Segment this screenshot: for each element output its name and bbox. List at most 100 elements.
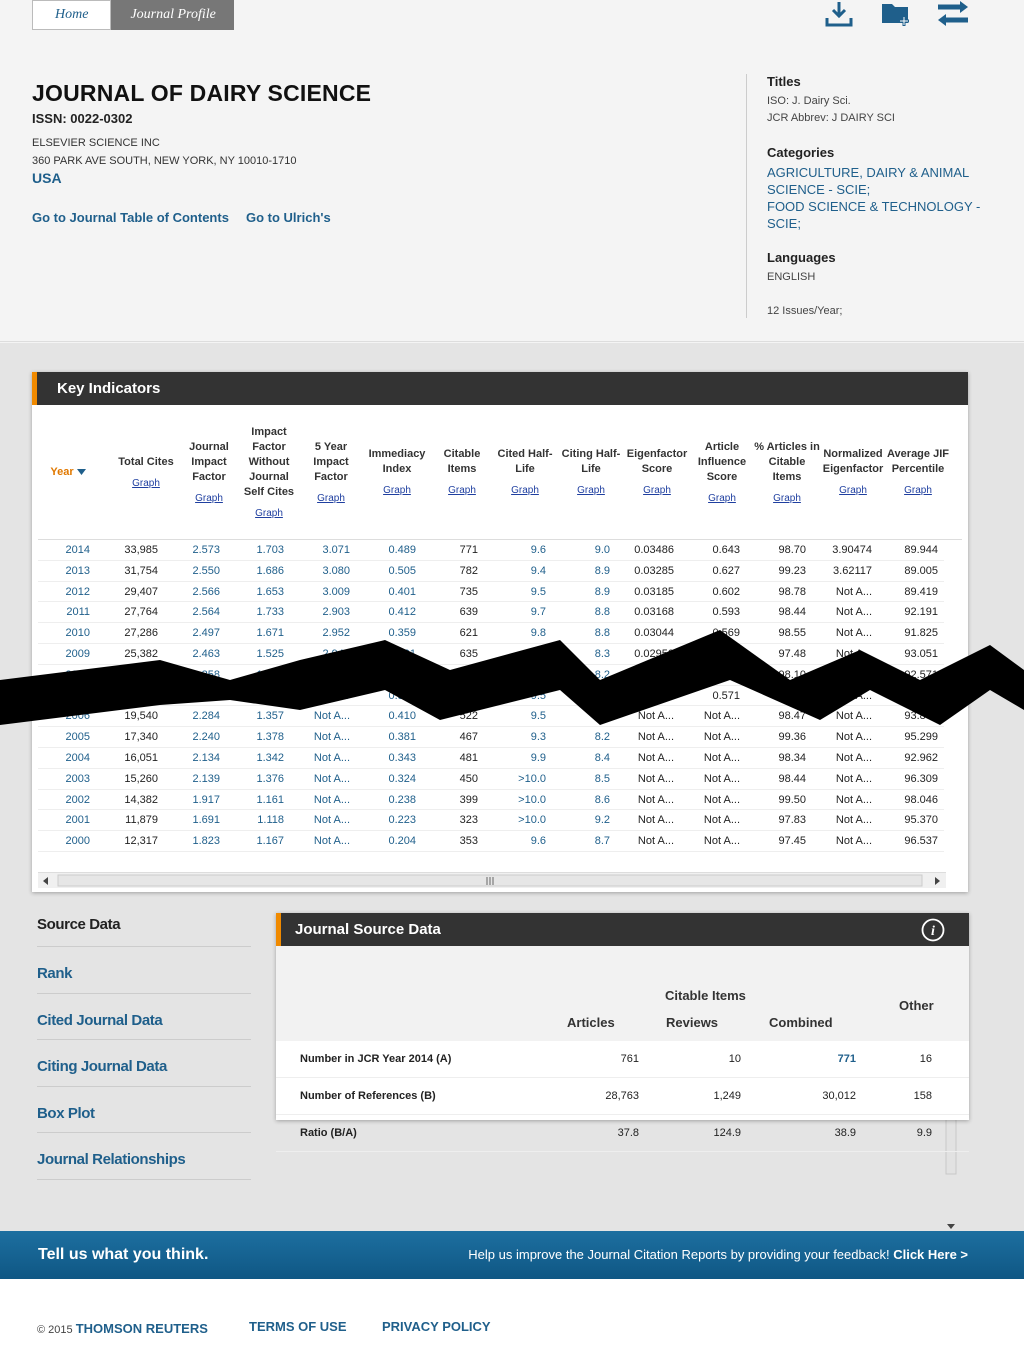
graph-link[interactable]: Graph <box>839 485 867 496</box>
table-cell[interactable]: >10.0 <box>518 772 546 785</box>
table-cell[interactable]: 0.381 <box>388 731 416 744</box>
feedback-click-here-link[interactable]: Click Here > <box>893 1247 968 1262</box>
table-cell[interactable]: Not A... <box>313 772 350 785</box>
year-link[interactable]: 2001 <box>65 814 90 827</box>
table-cell[interactable]: 2.564 <box>192 606 220 619</box>
side-nav-link[interactable]: Rank <box>37 965 73 982</box>
table-cell[interactable]: 9.5 <box>530 710 546 723</box>
table-cell[interactable]: Not A... <box>313 710 350 723</box>
table-cell[interactable]: 2.134 <box>192 751 220 764</box>
table-cell[interactable]: 3.071 <box>322 544 350 556</box>
table-cell[interactable]: 8.9 <box>594 564 610 577</box>
graph-link[interactable]: Graph <box>904 485 932 496</box>
table-cell[interactable]: 9.3 <box>530 731 546 744</box>
table-cell[interactable]: >10.0 <box>518 793 546 806</box>
table-cell[interactable]: 0.401 <box>388 585 416 598</box>
year-link[interactable]: 2012 <box>65 585 90 598</box>
table-cell[interactable]: 0.412 <box>388 606 416 619</box>
table-cell[interactable]: 8.4 <box>594 751 610 764</box>
table-cell[interactable]: 8.9 <box>594 585 610 598</box>
category-link-2[interactable]: FOOD SCIENCE & TECHNOLOGY - SCIE; <box>767 199 981 231</box>
graph-link[interactable]: Graph <box>773 492 801 504</box>
table-cell[interactable]: 2.463 <box>192 647 220 660</box>
ulrich-link[interactable]: Go to Ulrich's <box>246 210 331 225</box>
table-cell[interactable]: 0.324 <box>388 772 416 785</box>
graph-link[interactable]: Graph <box>448 485 476 496</box>
year-link[interactable]: 2005 <box>65 731 90 744</box>
table-cell[interactable]: 8.3 <box>594 647 610 660</box>
table-cell[interactable]: 9.9 <box>530 751 546 764</box>
year-link[interactable]: 2011 <box>66 606 90 619</box>
side-nav-item-citing-journal-data[interactable]: Citing Journal Data <box>37 1040 251 1087</box>
side-nav-link[interactable]: Cited Journal Data <box>37 1011 163 1029</box>
journal-toc-link[interactable]: Go to Journal Table of Contents <box>32 210 229 225</box>
table-cell[interactable]: 0.489 <box>388 544 416 556</box>
graph-link[interactable]: Graph <box>195 492 223 504</box>
graph-link[interactable]: Graph <box>708 492 736 504</box>
year-link[interactable]: 2002 <box>65 793 90 806</box>
table-cell[interactable]: 1.733 <box>256 606 284 619</box>
table-cell[interactable]: 9.2 <box>594 814 610 827</box>
table-cell[interactable]: 1.525 <box>256 647 284 660</box>
year-link[interactable]: 2013 <box>65 564 90 577</box>
table-cell[interactable]: 2.497 <box>192 627 220 640</box>
graph-link[interactable]: Graph <box>511 485 539 496</box>
table-cell[interactable]: 0.410 <box>388 710 416 723</box>
table-cell[interactable]: 2.903 <box>322 606 350 619</box>
add-folder-icon[interactable] <box>880 0 910 28</box>
table-cell[interactable]: 3.080 <box>322 564 350 577</box>
table-cell[interactable]: 1.342 <box>256 751 284 764</box>
table-cell[interactable]: 9.4 <box>530 564 546 577</box>
year-link[interactable]: 2014 <box>65 544 90 556</box>
side-nav-item-cited-journal-data[interactable]: Cited Journal Data <box>37 994 251 1040</box>
privacy-policy-link[interactable]: PRIVACY POLICY <box>382 1319 491 1334</box>
graph-link[interactable]: Graph <box>317 492 345 504</box>
graph-link[interactable]: Graph <box>132 477 160 489</box>
table-cell[interactable]: 9.5 <box>530 585 546 598</box>
table-cell[interactable]: 2.240 <box>192 731 220 744</box>
horizontal-scrollbar[interactable] <box>38 872 946 888</box>
table-cell[interactable]: 2.573 <box>192 544 220 556</box>
side-nav-item-journal-relationships[interactable]: Journal Relationships <box>37 1133 251 1180</box>
year-link[interactable]: 2004 <box>65 751 90 764</box>
table-cell[interactable]: Not A... <box>313 814 350 827</box>
table-cell[interactable]: 9.0 <box>594 544 610 556</box>
table-cell[interactable]: Not A... <box>313 793 350 806</box>
graph-link[interactable]: Graph <box>643 485 671 496</box>
download-icon[interactable] <box>824 0 854 28</box>
table-cell[interactable]: 0.505 <box>388 564 416 577</box>
table-cell[interactable]: 8.8 <box>594 606 610 619</box>
year-link[interactable]: 2000 <box>65 835 90 848</box>
table-cell[interactable]: Not A... <box>313 835 350 848</box>
info-icon[interactable]: i <box>921 918 945 942</box>
table-cell[interactable]: 1.671 <box>256 627 284 640</box>
side-nav-item-rank[interactable]: Rank <box>37 947 251 994</box>
column-header-0[interactable]: Year <box>38 405 98 540</box>
table-cell[interactable]: 1.691 <box>192 814 220 827</box>
terms-of-use-link[interactable]: TERMS OF USE <box>249 1319 347 1334</box>
table-cell[interactable]: 8.8 <box>594 627 610 640</box>
table-cell[interactable]: >10.0 <box>518 814 546 827</box>
table-cell[interactable]: 1.357 <box>256 710 284 723</box>
year-link[interactable]: 2009 <box>65 647 90 660</box>
compare-icon[interactable] <box>936 0 968 28</box>
table-cell[interactable]: 0.343 <box>388 751 416 764</box>
table-cell[interactable]: 1.376 <box>256 772 284 785</box>
table-cell[interactable]: 9.8 <box>530 627 546 640</box>
table-cell[interactable]: 9.7 <box>530 606 546 619</box>
table-cell[interactable]: 2.550 <box>192 564 220 577</box>
table-cell[interactable]: 2.952 <box>322 627 350 640</box>
table-cell[interactable]: 1.917 <box>192 793 220 806</box>
side-nav-link[interactable]: Journal Relationships <box>37 1151 186 1168</box>
side-nav-link[interactable]: Citing Journal Data <box>37 1058 167 1075</box>
year-link[interactable]: 2003 <box>65 772 90 785</box>
table-cell[interactable]: 8.2 <box>594 731 610 744</box>
side-nav-item-box-plot[interactable]: Box Plot <box>37 1087 251 1133</box>
year-link[interactable]: 2010 <box>65 627 90 640</box>
table-cell[interactable]: 1.703 <box>256 544 284 556</box>
table-cell[interactable]: 1.823 <box>192 835 220 848</box>
table-cell[interactable]: 8.6 <box>594 793 610 806</box>
table-cell[interactable]: 1.686 <box>256 564 284 577</box>
table-cell[interactable]: 2.139 <box>192 772 220 785</box>
table-cell[interactable]: 3.009 <box>322 585 350 598</box>
